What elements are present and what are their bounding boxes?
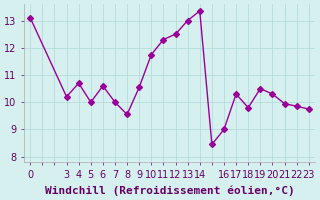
X-axis label: Windchill (Refroidissement éolien,°C): Windchill (Refroidissement éolien,°C) xyxy=(44,185,294,196)
